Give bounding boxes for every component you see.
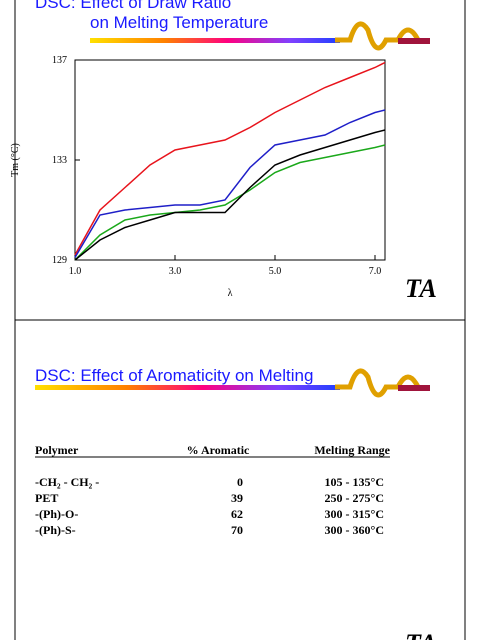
series-line	[74, 144, 386, 261]
x-tick-label: 1.0	[69, 266, 82, 277]
table-cell: 39	[231, 491, 243, 505]
table: Polymer % Aromatic Melting Range -CH₂ - CH₂…	[35, 443, 391, 537]
slide-title: DSC: Effect of Aromaticity on Melting	[35, 366, 313, 385]
table-header: % Aromatic	[187, 443, 250, 457]
table-cell: 300 - 360°C	[325, 523, 384, 537]
slide-title: on Melting Temperature	[90, 13, 268, 32]
table-cell: -(Ph)-O-	[35, 507, 78, 521]
table-header: Melting Range	[314, 443, 390, 457]
y-tick-label: 129	[52, 255, 67, 266]
table-cell: -CH₂ - CH₂ -	[35, 475, 99, 489]
y-tick-label: 137	[52, 55, 67, 66]
y-axis-label: Tm (°C)	[10, 143, 21, 177]
series-line	[74, 61, 386, 256]
table-cell: 0	[237, 475, 243, 489]
x-tick-label: 5.0	[269, 266, 282, 277]
table-cell: 250 - 275°C	[325, 491, 384, 505]
logo: TA	[405, 274, 437, 303]
table-cell: 62	[231, 507, 243, 521]
x-tick-label: 3.0	[169, 266, 182, 277]
y-tick-label: 133	[52, 155, 67, 166]
table-cell: 70	[231, 523, 243, 537]
logo: TA	[405, 629, 437, 640]
decoration	[35, 21, 430, 398]
table-cell: PET	[35, 491, 58, 505]
table-cell: -(Ph)-S-	[35, 523, 76, 537]
x-tick-label: 7.0	[369, 266, 382, 277]
slide-title: DSC: Effect of Draw Ratio	[35, 0, 231, 12]
table-header: Polymer	[35, 443, 79, 457]
series-line	[74, 129, 386, 261]
table-cell: 300 - 315°C	[325, 507, 384, 521]
x-axis-label: λ	[228, 288, 233, 299]
series-line	[74, 109, 386, 258]
table-cell: 105 - 135°C	[325, 475, 384, 489]
